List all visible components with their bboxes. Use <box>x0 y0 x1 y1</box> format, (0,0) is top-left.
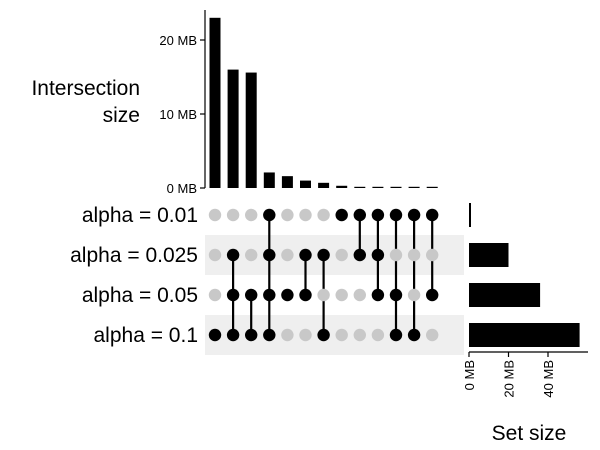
matrix-dot-inactive <box>426 328 439 342</box>
set-size-bar <box>469 283 541 307</box>
matrix-dot-inactive <box>426 248 439 262</box>
matrix-dot-inactive <box>389 248 403 262</box>
matrix-dot-inactive <box>208 248 222 262</box>
matrix-dot-inactive <box>407 248 421 262</box>
set-size-bar <box>469 243 509 267</box>
intersection-y-tick-label: 20 MB <box>159 33 197 48</box>
set-label: alpha = 0.025 <box>70 244 198 267</box>
set-label: alpha = 0.01 <box>82 204 198 227</box>
matrix-dot-active <box>353 208 366 222</box>
matrix-dot-inactive <box>299 328 312 342</box>
matrix-dot-active <box>226 328 240 342</box>
intersection-bar <box>426 186 438 188</box>
matrix-dot-active <box>335 208 348 222</box>
intersection-bars <box>209 17 438 188</box>
matrix-dot-inactive <box>317 208 330 222</box>
matrix-dot-active <box>371 288 385 302</box>
intersection-bar <box>245 72 257 188</box>
matrix-dot-active <box>371 248 385 262</box>
intersection-bar <box>372 186 384 188</box>
matrix-dot-inactive <box>335 328 348 342</box>
matrix-dot-inactive <box>226 208 240 222</box>
matrix-dot-active <box>245 328 258 342</box>
matrix-dot-inactive <box>245 248 258 262</box>
intersection-bar <box>336 185 348 188</box>
matrix-dot-active <box>407 208 421 222</box>
matrix-dot-active <box>263 328 276 342</box>
matrix-dot-inactive <box>281 208 294 222</box>
intersection-matrix <box>208 208 439 342</box>
matrix-dot-active <box>226 248 240 262</box>
matrix-dot-inactive <box>317 288 330 302</box>
intersection-bar <box>209 17 221 188</box>
set-size-x-tick-label: 0 MB <box>462 360 477 390</box>
matrix-dot-inactive <box>208 288 222 302</box>
matrix-dot-active <box>371 208 385 222</box>
matrix-stripes <box>205 235 464 355</box>
set-label: alpha = 0.1 <box>93 324 198 347</box>
matrix-dot-active <box>208 328 222 342</box>
matrix-dot-active <box>281 288 294 302</box>
set-size-x-tick-label: 40 MB <box>541 360 556 398</box>
matrix-dot-active <box>389 208 403 222</box>
set-size-bars <box>469 203 580 347</box>
matrix-dot-active <box>226 288 240 302</box>
matrix-dot-active <box>263 288 276 302</box>
set-size-axis-title: Set size <box>492 422 567 445</box>
matrix-stripe <box>205 315 464 355</box>
matrix-dot-inactive <box>281 248 294 262</box>
matrix-dot-active <box>389 288 403 302</box>
matrix-dot-active <box>317 328 330 342</box>
intersection-bar <box>300 180 311 188</box>
matrix-dot-active <box>299 248 312 262</box>
set-size-x-tick-label: 20 MB <box>502 360 517 398</box>
matrix-dot-active <box>426 288 439 302</box>
intersection-y-tick-label: 10 MB <box>159 107 197 122</box>
matrix-dot-active <box>389 328 403 342</box>
axes: 0 MB 10 MB 20 MB Intersection size 0 MB 20 MB 4… <box>31 10 588 445</box>
intersection-bar <box>281 176 293 188</box>
matrix-dot-active <box>263 208 276 222</box>
matrix-dot-inactive <box>407 288 421 302</box>
set-size-bar <box>469 323 580 347</box>
matrix-dot-active <box>299 288 312 302</box>
intersection-axis-title-line2: size <box>103 104 140 127</box>
intersection-axis-title-line1: Intersection <box>31 77 140 100</box>
intersection-bar <box>227 69 239 188</box>
matrix-dot-inactive <box>353 328 366 342</box>
matrix-dot-active <box>245 288 258 302</box>
intersection-bar <box>354 186 366 188</box>
matrix-stripe <box>205 235 464 275</box>
matrix-dot-inactive <box>208 208 222 222</box>
matrix-dot-inactive <box>335 288 348 302</box>
matrix-dot-active <box>407 328 421 342</box>
matrix-dot-active <box>263 248 276 262</box>
labels: alpha = 0.01 alpha = 0.025 alpha = 0.05 alp… <box>70 204 198 347</box>
matrix-dot-active <box>426 208 439 222</box>
matrix-dot-active <box>317 248 330 262</box>
intersection-bar <box>318 182 330 188</box>
intersection-y-tick-label: 0 MB <box>167 181 197 196</box>
matrix-dot-inactive <box>299 208 312 222</box>
matrix-dot-inactive <box>245 208 258 222</box>
set-label: alpha = 0.05 <box>82 284 198 307</box>
matrix-dot-inactive <box>281 328 294 342</box>
intersection-bar <box>408 186 420 188</box>
matrix-dot-active <box>353 248 366 262</box>
matrix-dot-inactive <box>353 288 366 302</box>
matrix-dot-inactive <box>371 328 385 342</box>
set-size-bar <box>469 203 471 227</box>
intersection-bar <box>390 186 402 188</box>
matrix-dot-inactive <box>335 248 348 262</box>
intersection-bar <box>263 172 275 188</box>
